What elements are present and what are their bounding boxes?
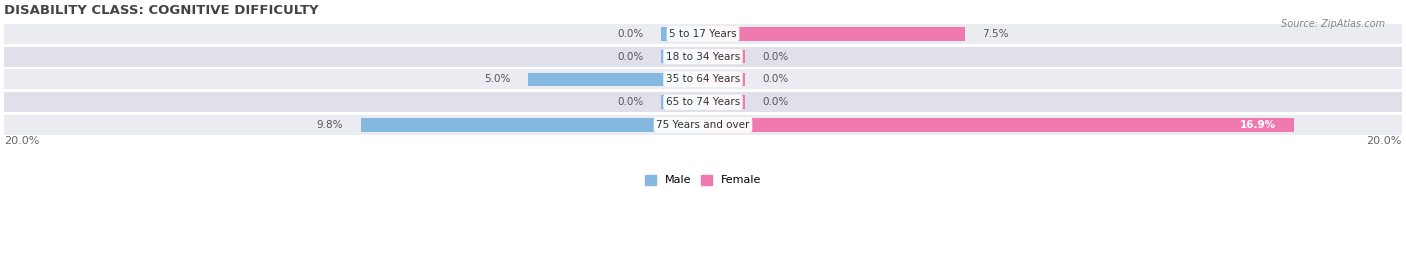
Bar (4, 24, 1402, 44)
Text: 0.0%: 0.0% (617, 52, 644, 62)
Text: 9.8%: 9.8% (316, 120, 343, 130)
Bar (529, 73, 703, 86)
Bar (661, 50, 703, 63)
Text: 5 to 17 Years: 5 to 17 Years (669, 29, 737, 39)
Text: 0.0%: 0.0% (762, 75, 789, 85)
Bar (703, 50, 745, 63)
Bar (703, 118, 1294, 132)
Text: 20.0%: 20.0% (1367, 136, 1402, 146)
Bar (703, 27, 965, 41)
Bar (4, 92, 1402, 112)
Bar (4, 115, 1402, 135)
Text: 20.0%: 20.0% (4, 136, 39, 146)
Text: 16.9%: 16.9% (1240, 120, 1277, 130)
Legend: Male, Female: Male, Female (641, 170, 765, 190)
Bar (661, 95, 703, 109)
Text: 0.0%: 0.0% (617, 29, 644, 39)
Bar (4, 69, 1402, 89)
Bar (4, 47, 1402, 67)
Text: 18 to 34 Years: 18 to 34 Years (666, 52, 740, 62)
Bar (703, 73, 745, 86)
Text: 5.0%: 5.0% (485, 75, 510, 85)
Text: 35 to 64 Years: 35 to 64 Years (666, 75, 740, 85)
Text: 0.0%: 0.0% (617, 97, 644, 107)
Bar (703, 95, 745, 109)
Text: 0.0%: 0.0% (762, 97, 789, 107)
Text: 7.5%: 7.5% (983, 29, 1010, 39)
Text: 65 to 74 Years: 65 to 74 Years (666, 97, 740, 107)
Text: Source: ZipAtlas.com: Source: ZipAtlas.com (1281, 19, 1385, 29)
Text: 0.0%: 0.0% (762, 52, 789, 62)
Text: DISABILITY CLASS: COGNITIVE DIFFICULTY: DISABILITY CLASS: COGNITIVE DIFFICULTY (4, 4, 319, 17)
Bar (661, 27, 703, 41)
Bar (360, 118, 703, 132)
Text: 75 Years and over: 75 Years and over (657, 120, 749, 130)
